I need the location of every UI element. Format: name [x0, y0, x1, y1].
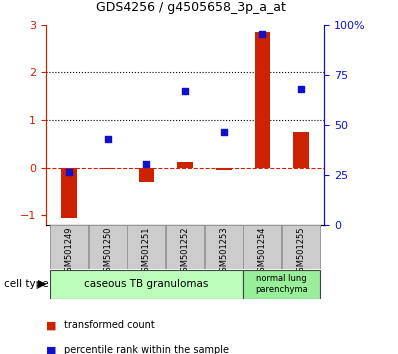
Text: GSM501251: GSM501251: [142, 226, 151, 276]
Bar: [178, 162, 193, 168]
Text: GSM501252: GSM501252: [181, 226, 189, 276]
Point: [66, 170, 72, 175]
Point: [220, 129, 227, 135]
Text: GSM501255: GSM501255: [297, 226, 306, 276]
Text: normal lung
parenchyma: normal lung parenchyma: [256, 274, 308, 294]
Bar: [139, 168, 154, 182]
Text: GSM501250: GSM501250: [103, 226, 112, 276]
Point: [143, 161, 150, 167]
FancyBboxPatch shape: [205, 225, 243, 269]
Text: percentile rank within the sample: percentile rank within the sample: [64, 345, 229, 354]
FancyBboxPatch shape: [166, 225, 204, 269]
Text: GDS4256 / g4505658_3p_a_at: GDS4256 / g4505658_3p_a_at: [96, 1, 286, 14]
FancyBboxPatch shape: [244, 270, 320, 298]
FancyBboxPatch shape: [282, 225, 320, 269]
FancyBboxPatch shape: [50, 270, 243, 298]
Text: GSM501249: GSM501249: [64, 226, 74, 276]
Text: GSM501254: GSM501254: [258, 226, 267, 276]
Bar: [216, 168, 232, 170]
Text: cell type: cell type: [4, 279, 49, 289]
FancyBboxPatch shape: [244, 225, 281, 269]
Text: ▶: ▶: [38, 279, 46, 289]
Text: ■: ■: [46, 345, 56, 354]
Point: [259, 32, 265, 37]
FancyBboxPatch shape: [127, 225, 165, 269]
Text: GSM501253: GSM501253: [219, 226, 228, 277]
Bar: [293, 132, 309, 168]
Text: ■: ■: [46, 320, 56, 330]
Bar: [255, 32, 270, 168]
Point: [182, 88, 188, 94]
Point: [298, 86, 304, 92]
FancyBboxPatch shape: [50, 225, 88, 269]
Bar: [61, 168, 77, 218]
Bar: [100, 168, 115, 169]
Text: transformed count: transformed count: [64, 320, 154, 330]
Point: [105, 136, 111, 142]
FancyBboxPatch shape: [89, 225, 127, 269]
Text: caseous TB granulomas: caseous TB granulomas: [84, 279, 209, 289]
